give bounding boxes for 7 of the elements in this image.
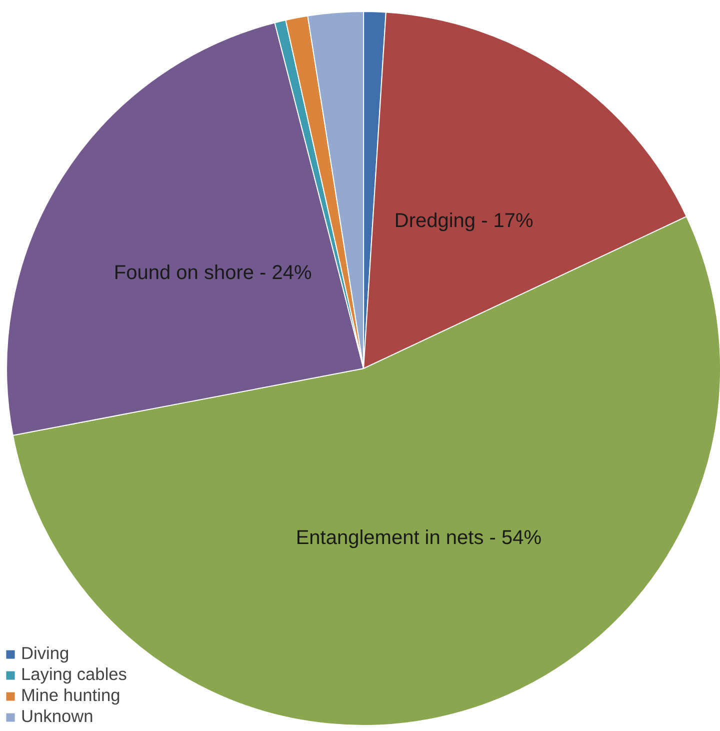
legend-label: Unknown (21, 706, 94, 727)
slice-label: Entanglement in nets - 54% (296, 527, 542, 550)
legend-label: Laying cables (21, 664, 127, 685)
legend-label: Diving (21, 643, 70, 664)
slice-label: Dredging - 17% (394, 210, 534, 232)
legend-label: Mine hunting (21, 685, 120, 706)
slice-label: Found on shore - 24% (114, 262, 312, 284)
